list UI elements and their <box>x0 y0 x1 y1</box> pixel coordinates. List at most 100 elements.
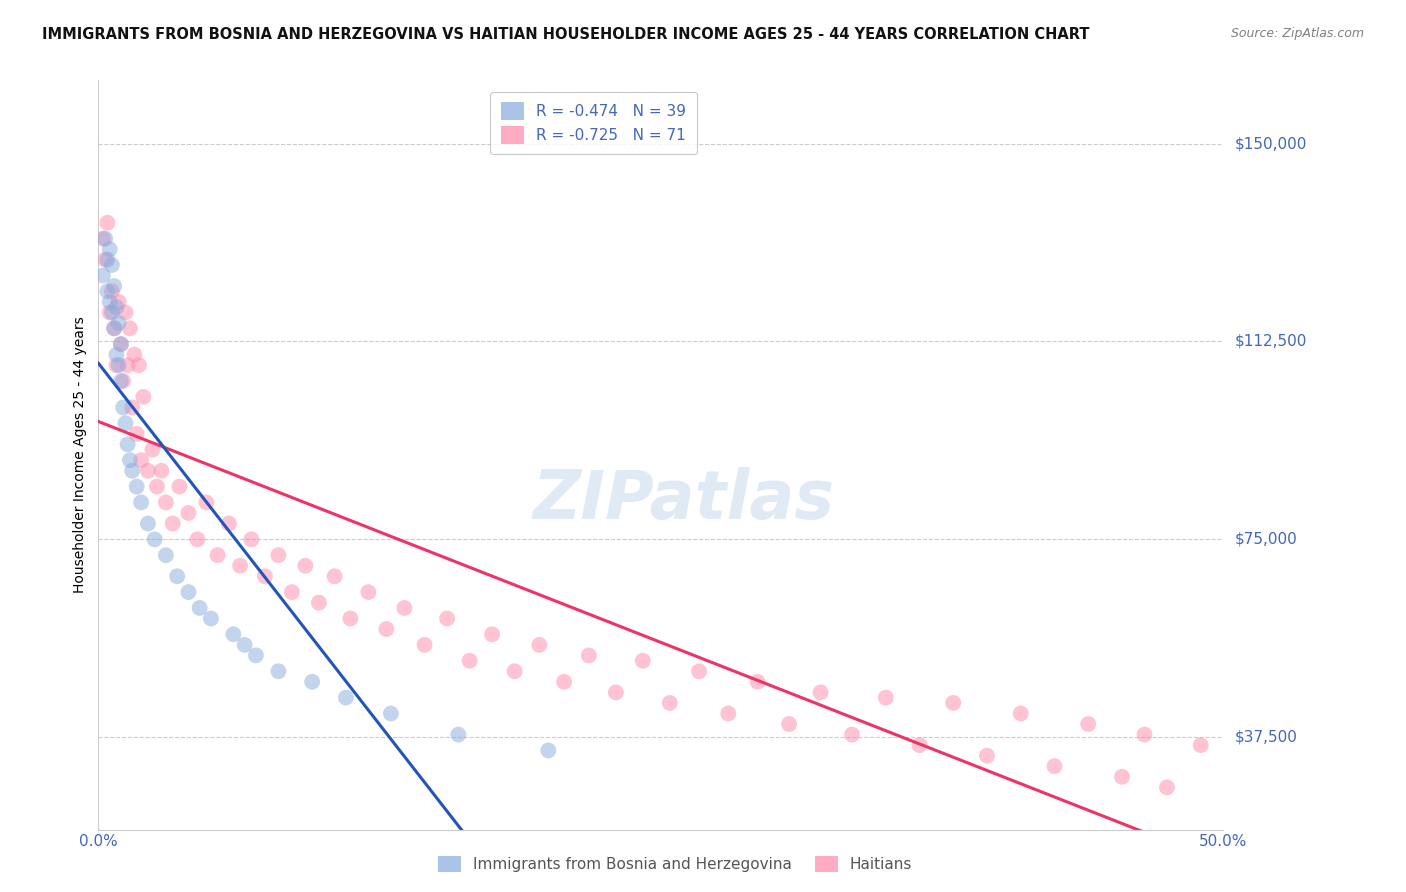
Point <box>875 690 897 705</box>
Point <box>301 674 323 689</box>
Point <box>481 627 503 641</box>
Point <box>323 569 346 583</box>
Point <box>778 717 800 731</box>
Point <box>942 696 965 710</box>
Point <box>1043 759 1066 773</box>
Point <box>436 611 458 625</box>
Point <box>218 516 240 531</box>
Point <box>841 728 863 742</box>
Point <box>253 569 276 583</box>
Point <box>136 516 159 531</box>
Point <box>101 285 124 299</box>
Point <box>188 601 211 615</box>
Point <box>118 453 141 467</box>
Point <box>267 548 290 562</box>
Point <box>105 348 128 362</box>
Point <box>658 696 681 710</box>
Point <box>162 516 184 531</box>
Text: $150,000: $150,000 <box>1234 136 1306 151</box>
Point <box>537 743 560 757</box>
Text: $112,500: $112,500 <box>1234 334 1306 349</box>
Point <box>121 401 143 415</box>
Point <box>245 648 267 663</box>
Point <box>166 569 188 583</box>
Point <box>335 690 357 705</box>
Point <box>578 648 600 663</box>
Point <box>155 548 177 562</box>
Point <box>458 654 481 668</box>
Point <box>101 258 124 272</box>
Point <box>605 685 627 699</box>
Point <box>103 321 125 335</box>
Point <box>747 674 769 689</box>
Point <box>207 548 229 562</box>
Point <box>117 358 139 372</box>
Point <box>98 305 121 319</box>
Point <box>96 285 118 299</box>
Point <box>107 294 129 309</box>
Point <box>908 738 931 752</box>
Point <box>195 495 218 509</box>
Point <box>114 305 136 319</box>
Point <box>121 464 143 478</box>
Legend: R = -0.474   N = 39, R = -0.725   N = 71: R = -0.474 N = 39, R = -0.725 N = 71 <box>491 92 696 154</box>
Point <box>150 464 173 478</box>
Point <box>117 437 139 451</box>
Point <box>1189 738 1212 752</box>
Point <box>155 495 177 509</box>
Point <box>1111 770 1133 784</box>
Point <box>229 558 252 573</box>
Text: Source: ZipAtlas.com: Source: ZipAtlas.com <box>1230 27 1364 40</box>
Point <box>146 479 169 493</box>
Point <box>1156 780 1178 795</box>
Point <box>177 585 200 599</box>
Text: $37,500: $37,500 <box>1234 730 1298 745</box>
Text: ZIPat​las: ZIPat​las <box>533 467 834 533</box>
Point <box>98 242 121 256</box>
Point <box>553 674 575 689</box>
Point <box>380 706 402 721</box>
Point <box>91 231 114 245</box>
Point <box>169 479 191 493</box>
Point <box>200 611 222 625</box>
Point <box>114 417 136 431</box>
Point <box>125 479 148 493</box>
Point <box>186 533 208 547</box>
Point <box>240 533 263 547</box>
Point <box>107 316 129 330</box>
Point <box>91 268 114 283</box>
Point <box>375 622 398 636</box>
Point <box>118 321 141 335</box>
Point <box>103 321 125 335</box>
Point <box>447 728 470 742</box>
Point <box>107 358 129 372</box>
Point <box>110 337 132 351</box>
Point <box>112 374 135 388</box>
Point <box>529 638 551 652</box>
Point <box>1133 728 1156 742</box>
Point <box>96 216 118 230</box>
Point <box>98 294 121 309</box>
Point <box>717 706 740 721</box>
Point <box>110 337 132 351</box>
Point <box>125 426 148 441</box>
Point <box>222 627 245 641</box>
Point <box>112 401 135 415</box>
Point <box>233 638 256 652</box>
Point <box>128 358 150 372</box>
Point <box>129 495 152 509</box>
Point <box>110 374 132 388</box>
Point <box>96 252 118 267</box>
Y-axis label: Householder Income Ages 25 - 44 years: Householder Income Ages 25 - 44 years <box>73 317 87 593</box>
Point <box>177 506 200 520</box>
Point <box>394 601 416 615</box>
Point <box>810 685 832 699</box>
Point <box>141 442 163 457</box>
Point <box>136 464 159 478</box>
Point <box>1010 706 1032 721</box>
Point <box>94 231 117 245</box>
Point <box>143 533 166 547</box>
Point <box>503 665 526 679</box>
Point <box>1077 717 1099 731</box>
Point <box>101 305 124 319</box>
